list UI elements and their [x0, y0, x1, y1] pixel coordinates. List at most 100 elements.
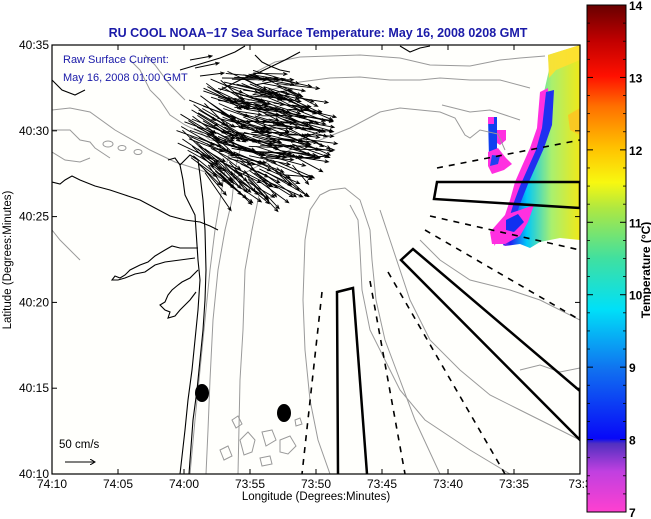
current-vector [253, 72, 289, 76]
station-dot [277, 404, 291, 422]
y-axis: 40:10 40:15 40:20 40:25 40:30 40:35 [19, 38, 580, 481]
current-vector [203, 168, 227, 196]
current-vector [300, 108, 338, 119]
current-vector [282, 112, 327, 126]
scale-label: 50 cm/s [59, 439, 100, 451]
current-vector [223, 108, 260, 122]
colorbar-tick-label: 13 [629, 71, 643, 85]
bathymetry-contours [52, 54, 580, 474]
current-vector [202, 108, 236, 128]
colorbar-tick-label: 12 [629, 144, 643, 158]
x-axis: 74:10 74:05 74:00 73:55 73:50 73:45 73:40 73:35… [37, 45, 592, 491]
current-vector [276, 82, 321, 91]
y-axis-label: Latitude (Degrees:Minutes) [2, 190, 14, 329]
x-tick-label: 74:05 [103, 477, 133, 491]
current-vector [190, 157, 218, 178]
current-vector [199, 71, 226, 77]
x-tick-label: 74:00 [169, 477, 199, 491]
x-tick-label: 74:10 [37, 477, 67, 491]
current-vector [284, 174, 315, 179]
colorbar-tick-label: 10 [629, 289, 643, 303]
surface-current-vectors [176, 54, 339, 213]
current-vector [261, 178, 304, 198]
survey-box-southeast [399, 247, 580, 442]
current-vector [257, 180, 290, 204]
current-vector [295, 96, 330, 104]
current-vector [259, 88, 294, 96]
colorbar-tick-label: 11 [629, 216, 642, 230]
x-tick-label: 73:35 [499, 477, 529, 491]
current-vector [189, 54, 214, 61]
chart-title: RU COOL NOAA−17 Sea Surface Temperature:… [109, 26, 528, 40]
y-tick-label: 40:10 [19, 467, 49, 481]
x-tick-label: 73:50 [301, 477, 331, 491]
current-vector [264, 173, 298, 198]
current-vector [231, 156, 268, 165]
current-vector [217, 162, 242, 190]
current-vector [303, 121, 336, 129]
map-background [52, 45, 580, 474]
station-dot [195, 384, 209, 402]
current-vector [238, 153, 285, 173]
current-vector [249, 155, 292, 166]
current-vector [299, 129, 324, 141]
current-vector [204, 172, 232, 212]
current-vector [194, 61, 221, 69]
colorbar-tick-label: 14 [629, 0, 643, 13]
current-vector [224, 168, 252, 193]
current-vector [299, 154, 330, 159]
current-vector [244, 171, 280, 210]
current-vector [254, 77, 287, 86]
current-vector [249, 170, 273, 188]
x-tick-label: 73:55 [235, 477, 265, 491]
current-vector [300, 138, 339, 146]
current-vector [229, 180, 263, 203]
current-vector [288, 108, 323, 114]
y-tick-label: 40:30 [19, 124, 49, 138]
current-vector [290, 133, 321, 140]
current-vector [304, 115, 334, 123]
current-vector [223, 180, 254, 204]
current-vector [214, 155, 248, 182]
current-vector [280, 153, 330, 164]
colorbar-label: Temperature (°C) [639, 222, 651, 319]
y-tick-label: 40:35 [19, 38, 49, 52]
x-tick-label: 73:45 [367, 477, 397, 491]
current-vector [265, 102, 302, 115]
shoal-contours [102, 140, 303, 467]
current-vector [275, 157, 307, 167]
current-vector [276, 167, 309, 198]
y-tick-label: 40:20 [19, 295, 49, 309]
x-tick-label: 73:3 [568, 477, 592, 491]
colorbar [586, 4, 627, 513]
survey-box-east [432, 180, 580, 210]
current-vector [297, 158, 324, 173]
current-vector [254, 172, 294, 198]
current-vector [236, 110, 263, 117]
current-vector [207, 164, 224, 188]
current-timestamp: May 16, 2008 01:00 GMT [63, 72, 188, 84]
current-vector [304, 133, 335, 139]
y-tick-label: 40:25 [19, 210, 49, 224]
sst-satellite-patch [488, 45, 580, 248]
x-axis-label: Longitude (Degrees:Minutes) [242, 491, 390, 503]
x-tick-label: 73:40 [433, 477, 463, 491]
colorbar-tick-label: 9 [629, 361, 636, 375]
current-vector [295, 127, 329, 138]
current-vector [305, 146, 334, 153]
colorbar-ticks: 7 8 9 10 11 12 13 14 [587, 0, 643, 519]
colorbar-tick-label: 8 [629, 434, 636, 448]
y-tick-label: 40:15 [19, 381, 49, 395]
current-vector [292, 164, 310, 186]
current-vector [262, 82, 307, 93]
current-vector [243, 131, 282, 144]
colorbar-tick-label: 7 [629, 506, 636, 519]
dashed-track-lines [301, 139, 580, 474]
current-vector [234, 166, 274, 188]
current-label: Raw Surface Current: [63, 54, 169, 66]
map-plot-area: Raw Surface Current: May 16, 2008 01:00 … [52, 45, 580, 474]
current-vector [238, 147, 288, 159]
glider-survey-boxes [335, 180, 580, 474]
survey-box-south [335, 286, 369, 474]
